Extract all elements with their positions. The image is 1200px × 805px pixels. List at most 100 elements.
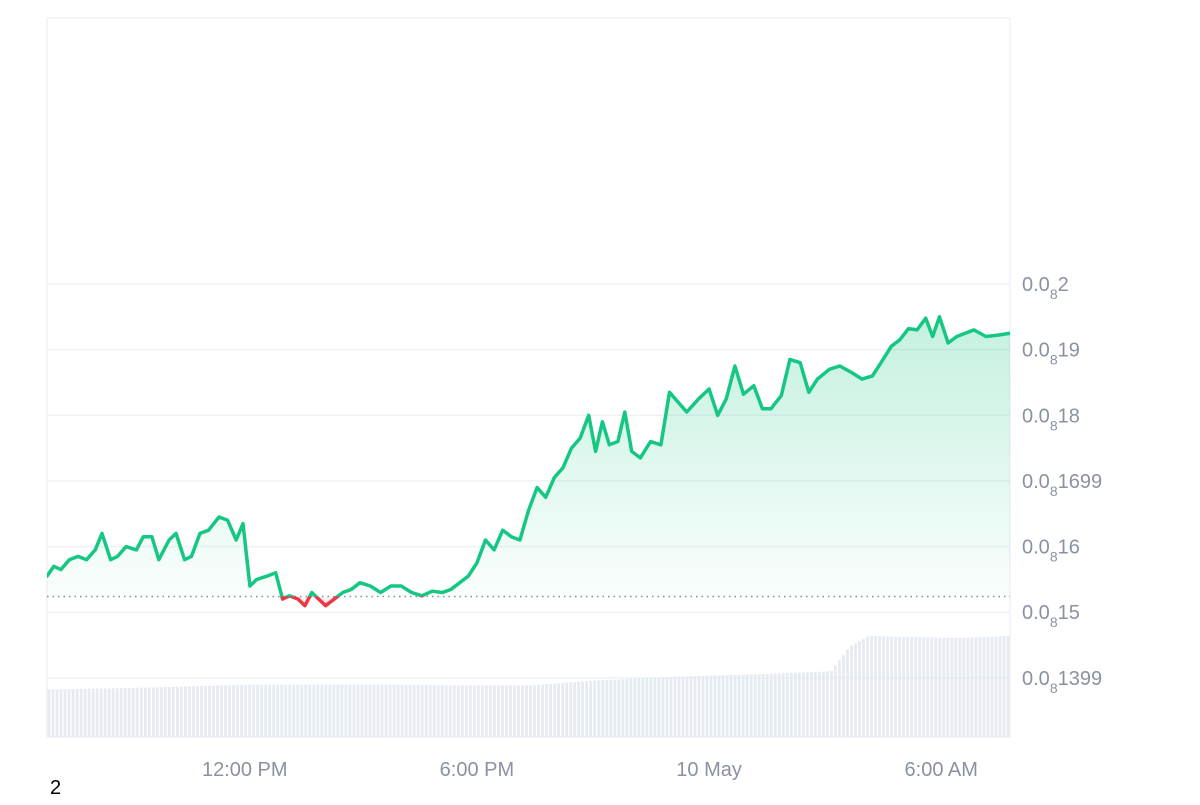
volume-bar — [557, 683, 560, 737]
volume-bars — [47, 636, 1010, 737]
volume-bar — [240, 684, 244, 737]
volume-bar — [99, 688, 103, 737]
volume-bar — [424, 685, 428, 737]
volume-bar — [300, 684, 304, 737]
volume-bar — [501, 685, 504, 737]
volume-bar — [721, 675, 725, 737]
x-tick-label: 12:00 PM — [202, 759, 288, 781]
volume-bar — [87, 688, 91, 737]
volume-bar — [176, 686, 179, 737]
volume-bar — [633, 678, 637, 737]
volume-bar — [870, 636, 873, 737]
price-line-up — [47, 315, 1010, 597]
volume-bar — [617, 679, 621, 737]
volume-bar — [456, 685, 460, 737]
volume-bar — [978, 637, 982, 737]
volume-bar — [561, 682, 565, 737]
volume-bar — [260, 684, 264, 737]
volume-bar — [75, 688, 79, 737]
volume-bar — [95, 688, 99, 737]
volume-bar — [119, 688, 123, 737]
volume-bar — [910, 636, 914, 737]
volume-bar — [830, 670, 833, 737]
volume-bar — [934, 637, 938, 737]
volume-bar — [850, 645, 853, 737]
volume-bar — [139, 687, 143, 737]
volume-bar — [669, 676, 673, 737]
volume-bar — [264, 684, 268, 737]
volume-bar — [216, 685, 219, 737]
volume-bar — [328, 684, 332, 737]
volume-bar — [180, 686, 183, 737]
volume-bar — [637, 678, 641, 737]
volume-bar — [809, 672, 813, 737]
volume-bar — [986, 636, 990, 737]
volume-bar — [601, 680, 605, 737]
volume-bar — [998, 636, 1002, 737]
volume-bar — [256, 684, 260, 737]
volume-bar — [625, 679, 629, 737]
volume-bar — [962, 637, 966, 737]
y-tick-label: 0.0815 — [1022, 602, 1080, 630]
volume-bar — [1002, 636, 1006, 737]
volume-bar — [565, 682, 569, 737]
volume-bar — [83, 688, 87, 737]
volume-bar — [713, 675, 717, 737]
volume-bar — [681, 676, 685, 737]
volume-bar — [573, 682, 577, 737]
volume-bar — [472, 685, 476, 737]
volume-bar — [440, 685, 444, 737]
volume-bar — [954, 637, 958, 737]
volume-bar — [332, 684, 336, 737]
volume-bar — [452, 685, 456, 737]
volume-bar — [781, 673, 785, 737]
volume-bar — [577, 681, 581, 737]
volume-bar — [432, 685, 436, 737]
volume-bar — [785, 673, 789, 737]
y-tick-label: 0.082 — [1022, 274, 1069, 302]
volume-bar — [420, 685, 424, 737]
volume-bar — [665, 677, 669, 737]
volume-bar — [597, 680, 601, 737]
volume-bar — [404, 684, 408, 737]
x-tick-label: 10 May — [676, 759, 742, 781]
volume-bar — [204, 685, 207, 737]
volume-bar — [801, 672, 805, 737]
volume-bar — [858, 641, 861, 737]
volume-bar — [926, 637, 930, 737]
volume-bar — [324, 684, 328, 737]
volume-bar — [380, 684, 384, 737]
volume-bar — [196, 686, 199, 737]
volume-bar — [725, 675, 729, 737]
volume-bar — [709, 675, 713, 737]
volume-bar — [184, 686, 187, 737]
volume-bar — [593, 680, 597, 737]
volume-bar — [71, 689, 75, 737]
volume-bar — [761, 673, 765, 737]
volume-bar — [360, 684, 364, 737]
volume-bar — [793, 672, 797, 737]
volume-bar — [689, 676, 693, 737]
volume-bar — [192, 686, 195, 737]
volume-bar — [252, 684, 256, 737]
volume-bar — [284, 684, 288, 737]
volume-bar — [878, 636, 881, 737]
volume-bar — [232, 685, 235, 737]
volume-bar — [970, 637, 974, 737]
volume-bar — [974, 637, 978, 737]
volume-bar — [769, 673, 773, 737]
volume-bar — [717, 675, 721, 737]
volume-bar — [773, 673, 777, 737]
volume-bar — [813, 671, 817, 737]
volume-bar — [244, 684, 248, 737]
volume-bar — [115, 688, 119, 737]
volume-bar — [79, 688, 83, 737]
volume-bar — [497, 685, 500, 737]
volume-bar — [344, 684, 348, 737]
volume-bar — [733, 674, 737, 737]
volume-bar — [448, 685, 452, 737]
volume-bar — [958, 637, 962, 737]
volume-bar — [103, 688, 107, 737]
